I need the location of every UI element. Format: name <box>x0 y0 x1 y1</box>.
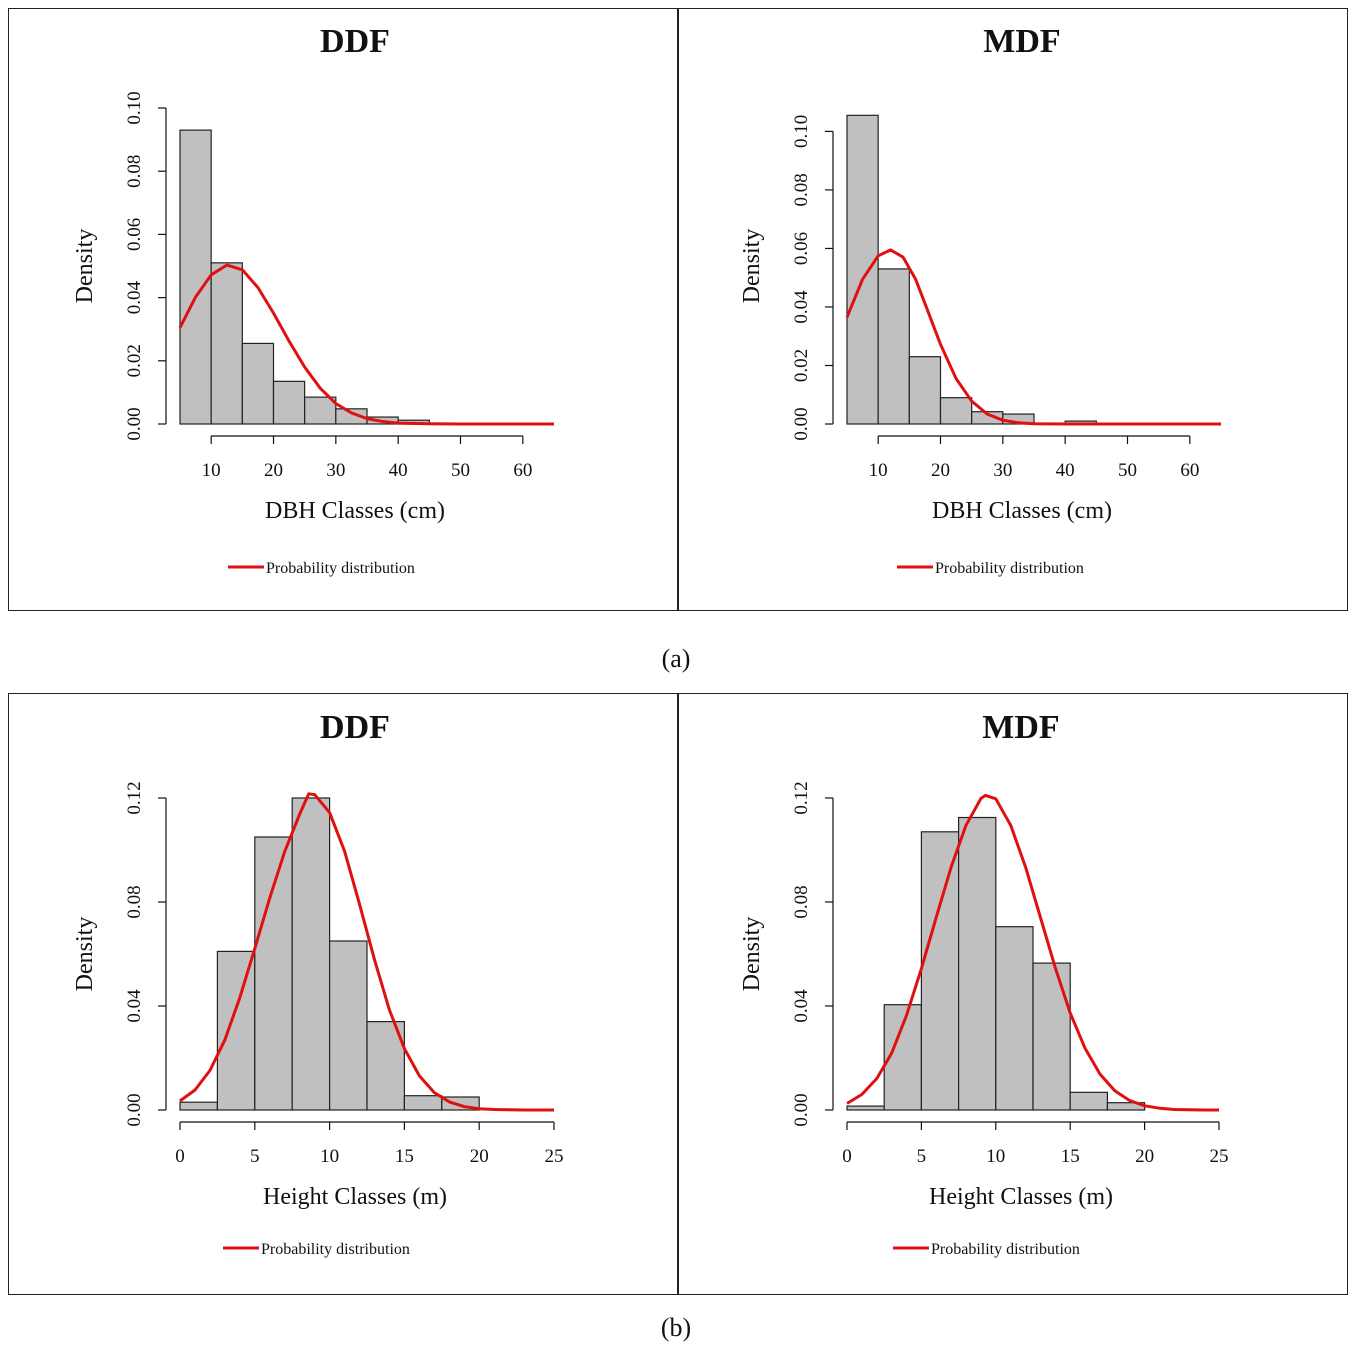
y-tick-label: 0.08 <box>791 885 812 918</box>
y-tick-label: 0.06 <box>124 218 145 251</box>
y-tick-label: 0.00 <box>124 1093 145 1126</box>
y-axis-label: Density <box>739 229 765 304</box>
probability-curve <box>846 793 1219 1112</box>
y-tick-label: 0.08 <box>791 173 812 206</box>
x-tick-label: 50 <box>1118 460 1137 481</box>
x-tick-label: 60 <box>1180 460 1199 481</box>
y-tick-label: 0.00 <box>791 1093 812 1126</box>
x-tick-label: 15 <box>1061 1146 1080 1167</box>
x-tick-label: 5 <box>917 1146 927 1167</box>
histogram-bar <box>304 396 337 425</box>
x-tick-label: 50 <box>451 460 470 481</box>
x-tick-label: 10 <box>202 460 221 481</box>
y-tick-label: 0.04 <box>791 989 812 1023</box>
x-tick-label: 0 <box>175 1146 185 1167</box>
x-tick-label: 30 <box>993 460 1012 481</box>
legend-label: Probability distribution <box>266 560 415 577</box>
histogram-bar <box>335 408 368 425</box>
y-tick-label: 0.04 <box>791 290 812 324</box>
legend-label: Probability distribution <box>261 1241 410 1258</box>
x-axis-label: Height Classes (m) <box>929 1184 1113 1210</box>
probability-curve <box>845 248 1221 426</box>
histogram-bar <box>329 940 368 1111</box>
y-tick-label: 0.02 <box>124 344 145 377</box>
probability-curve <box>179 792 554 1112</box>
caption-b: (b) <box>660 1313 692 1342</box>
histogram-bar <box>920 831 960 1111</box>
y-tick-label: 0.10 <box>124 91 145 124</box>
x-tick-label: 0 <box>842 1146 852 1167</box>
x-tick-label: 10 <box>320 1146 339 1167</box>
x-tick-label: 40 <box>1056 460 1075 481</box>
histogram-mdf-height: MDF 0 5 10 15 20 25 Height Classes (m) 0.00 0.04 0… <box>739 709 1229 1258</box>
caption-a: (a) <box>661 644 691 673</box>
y-tick-label: 0.06 <box>791 232 812 265</box>
chart-title: DDF <box>320 709 390 746</box>
histogram-bar <box>995 926 1034 1111</box>
histogram-ddf-dbh: DDF 10 20 30 40 50 60 DBH Classes (cm) 0.00 0.02 0… <box>72 23 554 577</box>
y-tick-label: 0.04 <box>124 989 145 1023</box>
chart-title: DDF <box>320 23 390 60</box>
histogram-ddf-height: DDF 0 5 10 15 20 25 Height Classes (m) 0.00 0.04 0… <box>72 709 564 1258</box>
x-axis-label: Height Classes (m) <box>263 1184 447 1210</box>
x-tick-label: 25 <box>545 1146 564 1167</box>
y-tick-label: 0.00 <box>124 407 145 440</box>
y-axis-label: Density <box>739 917 765 992</box>
histogram-bar <box>1069 1091 1108 1111</box>
histogram-bar <box>179 1101 219 1111</box>
histogram-bar <box>939 397 973 425</box>
x-tick-label: 15 <box>395 1146 414 1167</box>
chart-title: MDF <box>983 23 1060 60</box>
histogram-bar <box>254 836 293 1111</box>
histogram-bar <box>179 129 212 425</box>
histogram-bar <box>210 262 243 425</box>
x-tick-label: 20 <box>470 1146 489 1167</box>
x-tick-label: 40 <box>389 460 408 481</box>
y-tick-label: 0.02 <box>791 349 812 382</box>
x-tick-label: 10 <box>869 460 888 481</box>
y-tick-label: 0.12 <box>791 781 812 814</box>
x-tick-label: 20 <box>931 460 950 481</box>
x-tick-label: 25 <box>1210 1146 1229 1167</box>
x-axis-label: DBH Classes (cm) <box>265 498 445 524</box>
x-tick-label: 30 <box>326 460 345 481</box>
y-tick-label: 0.00 <box>791 407 812 440</box>
histogram-bar <box>1032 962 1071 1111</box>
chart-title: MDF <box>982 709 1059 746</box>
histogram-bar <box>291 797 331 1111</box>
histogram-mdf-dbh: MDF 10 20 30 40 50 60 DBH Classes (cm) 0.00 0.02 0… <box>739 23 1221 577</box>
panel-a-divider <box>677 8 679 611</box>
histogram-bar <box>846 114 879 425</box>
histogram-bar <box>403 1095 443 1111</box>
histogram-bar <box>241 342 275 425</box>
histogram-bar <box>877 268 910 425</box>
x-axis-label: DBH Classes (cm) <box>932 498 1112 524</box>
y-tick-label: 0.12 <box>124 781 145 814</box>
y-axis-label: Density <box>72 229 98 304</box>
x-tick-label: 10 <box>986 1146 1005 1167</box>
x-tick-label: 5 <box>250 1146 260 1167</box>
y-tick-label: 0.08 <box>124 155 145 188</box>
x-tick-label: 60 <box>513 460 532 481</box>
histogram-bar <box>846 1105 885 1111</box>
legend-label: Probability distribution <box>931 1241 1080 1258</box>
histogram-bar <box>957 816 997 1111</box>
y-axis-label: Density <box>72 917 98 992</box>
y-tick-label: 0.10 <box>791 115 812 148</box>
histogram-bar <box>272 380 306 425</box>
histogram-bar <box>216 950 256 1111</box>
x-tick-label: 20 <box>1135 1146 1154 1167</box>
y-tick-label: 0.08 <box>124 885 145 918</box>
y-tick-label: 0.04 <box>124 280 145 314</box>
histogram-bar <box>908 356 942 425</box>
panel-b-divider <box>677 693 679 1295</box>
probability-curve <box>178 263 554 426</box>
x-tick-label: 20 <box>264 460 283 481</box>
legend-label: Probability distribution <box>935 560 1084 577</box>
